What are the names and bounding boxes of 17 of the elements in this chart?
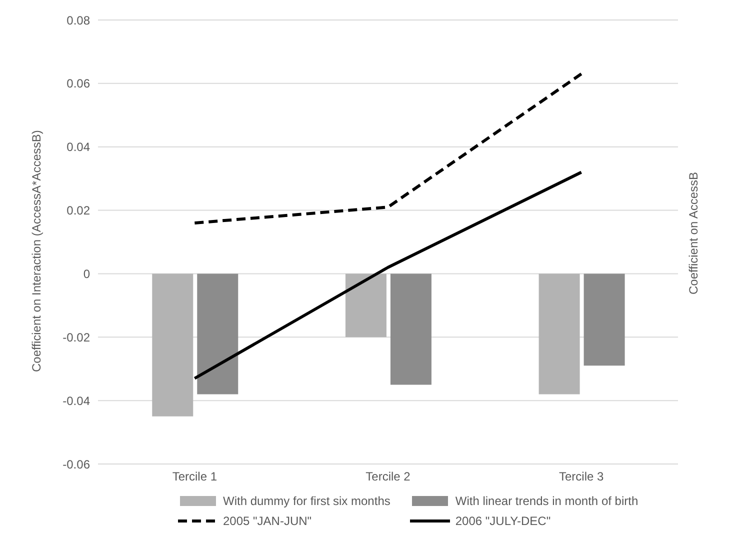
y-axis-title: Coefficient on Interaction (AccessA*AccessB) — [29, 130, 44, 372]
y-tick-label: -0.02 — [62, 330, 90, 344]
x-tick-label: Tercile 1 — [172, 470, 218, 484]
x-tick-label: Tercile 2 — [366, 470, 411, 484]
legend-label: With dummy for first six months — [223, 494, 390, 508]
y-tick-label: 0.08 — [66, 13, 90, 28]
legend-label: 2005 "JAN-JUN" — [223, 514, 312, 528]
legend-label: With linear trends in month of birth — [455, 494, 638, 508]
y-tick-label: 0.06 — [66, 76, 90, 91]
y-tick-label: 0.02 — [66, 204, 90, 218]
x-tick-label: Tercile 3 — [558, 470, 604, 484]
legend-label: 2006 "JULY-DEC" — [455, 514, 551, 528]
y2-axis-title: Coefficient on AccessB — [686, 172, 700, 295]
y-tick-label: -0.06 — [62, 457, 90, 472]
y-tick-label: 0 — [83, 266, 90, 281]
y-tick-label: 0.04 — [66, 140, 90, 154]
y-tick-label: -0.04 — [62, 394, 90, 408]
